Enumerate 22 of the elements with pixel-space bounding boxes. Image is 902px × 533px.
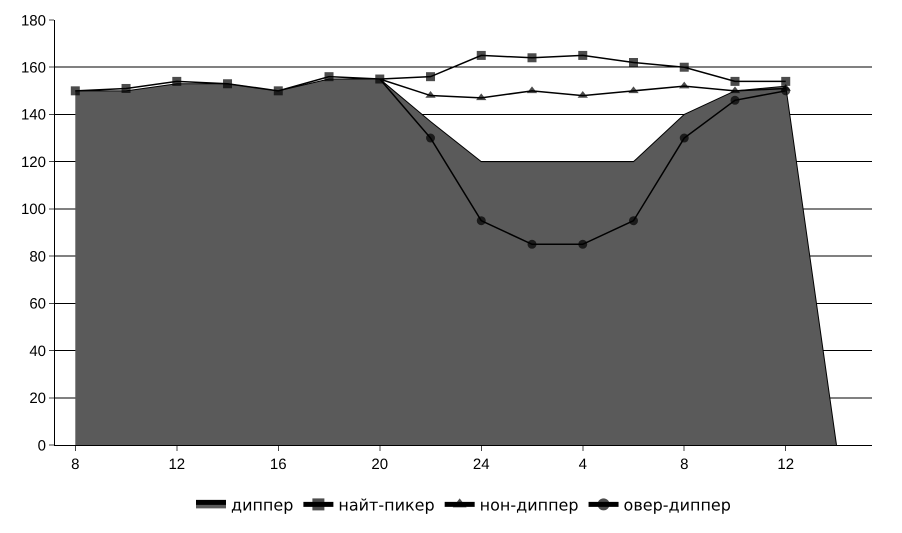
y-tick-label: 180 [20,12,46,30]
x-tick-label: 16 [270,456,287,473]
y-tick-label: 40 [29,342,46,360]
x-tick-label: 20 [371,456,388,473]
x-tick-label: 24 [472,456,490,473]
y-tick-label: 20 [29,390,46,408]
y-tick-label: 140 [20,106,46,124]
y-tick-label: 100 [20,201,46,218]
legend-label: нон-диппер [480,496,579,515]
x-tick-label: 12 [168,456,186,473]
x-tick-label: 8 [680,456,688,473]
y-tick-label: 80 [29,248,46,266]
legend-label: овер-диппер [624,496,731,515]
x-tick-label: 8 [71,456,80,473]
x-tick-label: 4 [578,456,587,473]
x-tick-label: 12 [777,456,794,473]
y-tick-label: 0 [38,437,46,454]
y-tick-label: 60 [29,296,46,313]
y-tick-label: 160 [20,59,46,76]
legend-label: найт-пикер [338,496,435,515]
y-tick-label: 120 [20,154,46,171]
legend-label: диппер [231,496,294,515]
